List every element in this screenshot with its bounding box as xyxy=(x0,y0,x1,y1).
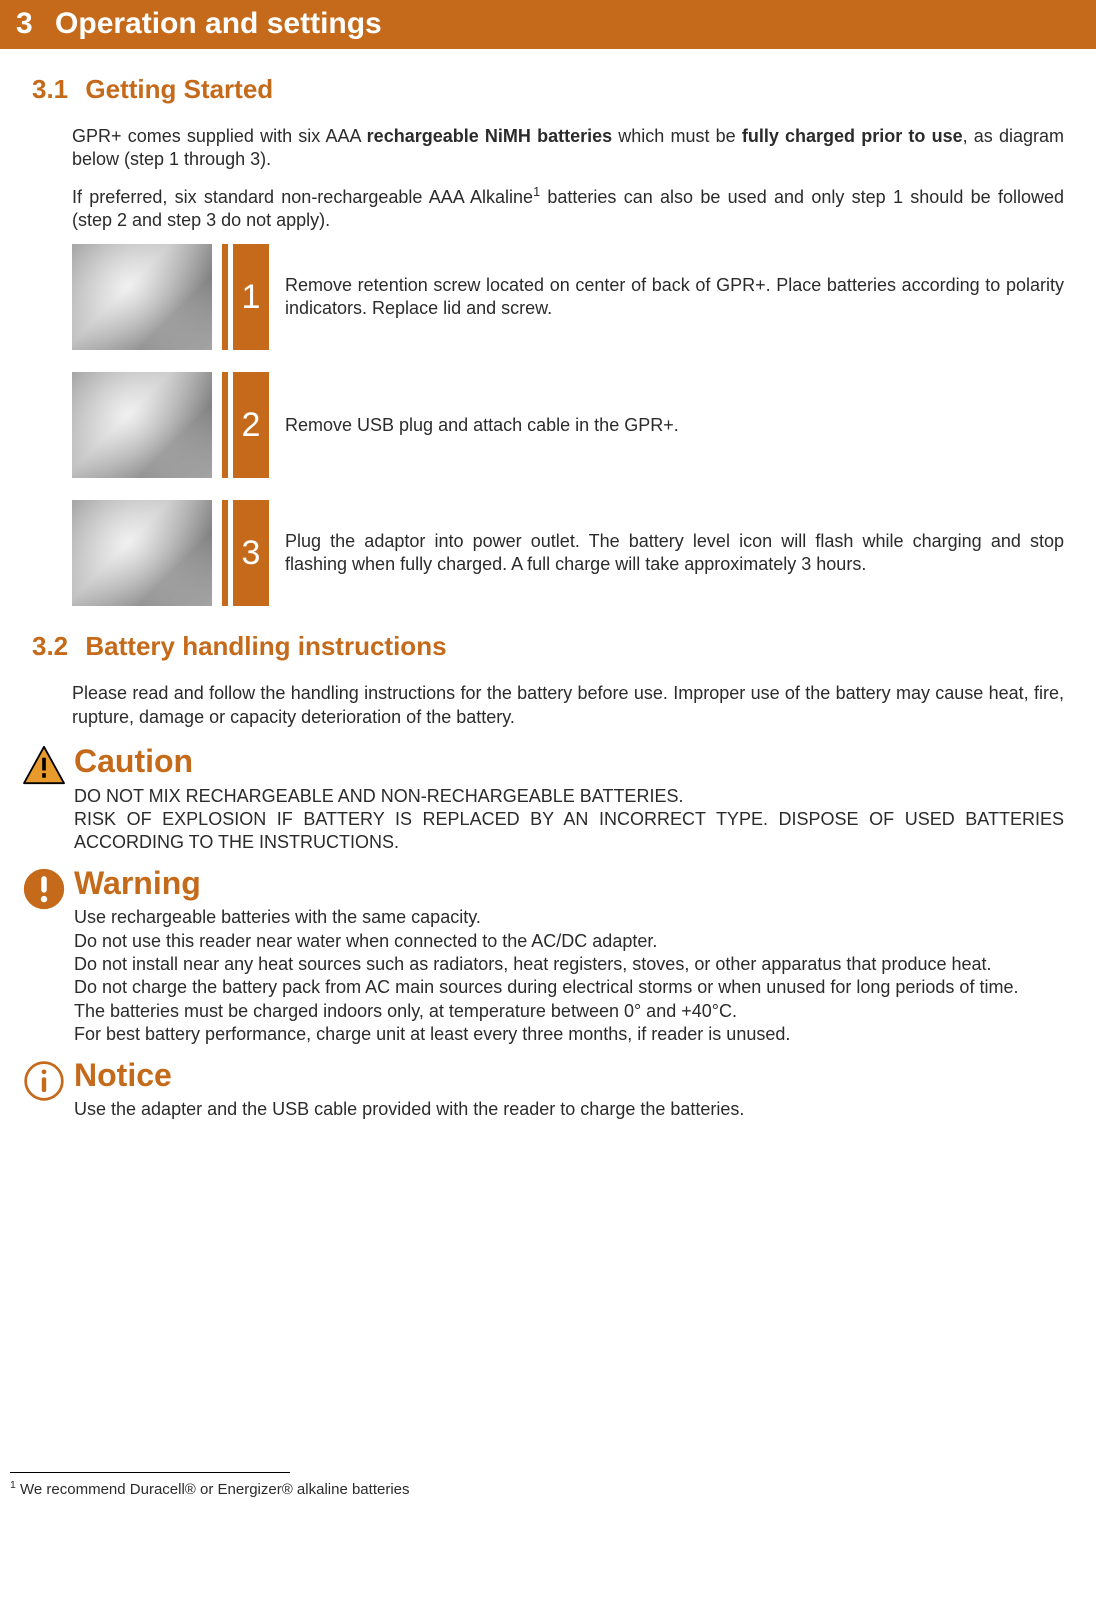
section-3-2-heading: 3.2 Battery handling instructions xyxy=(32,630,1096,664)
intro-paragraph-2: If preferred, six standard non-rechargea… xyxy=(72,184,1064,233)
step-1: 1 Remove retention screw located on cent… xyxy=(72,244,1064,350)
step-3: 3 Plug the adaptor into power outlet. Th… xyxy=(72,500,1064,606)
warning-icon xyxy=(22,867,68,911)
chapter-title-text: Operation and settings xyxy=(55,7,382,40)
warning-block: Warning Use rechargeable batteries with … xyxy=(22,863,1064,1047)
step-2: 2 Remove USB plug and attach cable in th… xyxy=(72,372,1064,478)
step-2-number: 2 xyxy=(233,372,269,478)
notice-block: Notice Use the adapter and the USB cable… xyxy=(22,1055,1064,1122)
intro-paragraph-1: GPR+ comes supplied with six AAA recharg… xyxy=(72,125,1064,172)
footnote: 1 We recommend Duracell® or Energizer® a… xyxy=(10,1479,1096,1500)
caution-title: Caution xyxy=(74,741,1064,783)
step-3-image xyxy=(72,500,212,606)
notice-title: Notice xyxy=(74,1055,1064,1097)
step-1-text: Remove retention screw located on center… xyxy=(285,274,1064,321)
section-3-2-intro: Please read and follow the handling inst… xyxy=(72,682,1064,729)
step-3-text: Plug the adaptor into power outlet. The … xyxy=(285,530,1064,577)
notice-text: Use the adapter and the USB cable provid… xyxy=(74,1098,1064,1121)
steps-list: 1 Remove retention screw located on cent… xyxy=(72,244,1064,606)
step-1-image xyxy=(72,244,212,350)
footnote-separator xyxy=(10,1472,290,1473)
caution-icon xyxy=(22,745,68,785)
step-3-number: 3 xyxy=(233,500,269,606)
section-title: Battery handling instructions xyxy=(85,631,446,661)
step-1-number: 1 xyxy=(233,244,269,350)
warning-text: Use rechargeable batteries with the same… xyxy=(74,906,1064,1046)
chapter-header: 3 Operation and settings xyxy=(0,0,1096,49)
notice-icon xyxy=(22,1059,68,1103)
chapter-number: 3 xyxy=(16,7,33,40)
step-2-text: Remove USB plug and attach cable in the … xyxy=(285,414,1064,437)
warning-title: Warning xyxy=(74,863,1064,905)
caution-block: Caution DO NOT MIX RECHARGEABLE AND NON-… xyxy=(22,741,1064,855)
caution-text: DO NOT MIX RECHARGEABLE AND NON-RECHARGE… xyxy=(74,785,1064,855)
section-title: Getting Started xyxy=(85,74,273,104)
footnote-text: We recommend Duracell® or Energizer® alk… xyxy=(16,1481,410,1498)
chapter-title: 3 Operation and settings xyxy=(16,4,1080,43)
section-number: 3.1 xyxy=(32,74,68,104)
step-2-image xyxy=(72,372,212,478)
section-3-1-heading: 3.1 Getting Started xyxy=(32,73,1096,107)
section-number: 3.2 xyxy=(32,631,68,661)
